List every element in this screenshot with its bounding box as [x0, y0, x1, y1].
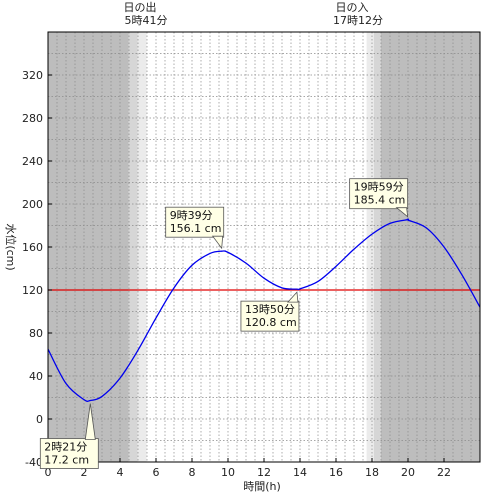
x-tick-label: 16 [329, 466, 343, 479]
callout-value: 156.1 cm [170, 222, 222, 235]
callout-value: 185.4 cm [354, 194, 406, 207]
y-tick-label: 80 [29, 327, 43, 340]
y-tick-label: 240 [22, 155, 43, 168]
twilight-band-morning-2 [137, 32, 147, 462]
grid [48, 32, 480, 462]
y-tick-label: 160 [22, 241, 43, 254]
x-tick-label: 20 [401, 466, 415, 479]
callout-pointer [211, 235, 224, 250]
callout-time: 2時21分 [44, 441, 87, 454]
y-tick-label: 120 [22, 284, 43, 297]
night-band-morning [48, 32, 129, 462]
x-tick-label: 2 [81, 466, 88, 479]
sunset-time: 17時12分 [333, 14, 383, 27]
callout-box [165, 206, 225, 238]
callout-box [349, 178, 409, 210]
x-tick-label: 4 [117, 466, 124, 479]
y-axis-title: 水位(cm) [4, 223, 18, 270]
x-tick-label: 18 [365, 466, 379, 479]
callout-value: 120.8 cm [245, 316, 297, 329]
callout-time: 9時39分 [170, 209, 213, 222]
sunrise-label: 日の出 [124, 0, 157, 14]
x-tick-label: 12 [257, 466, 271, 479]
y-tick-label: 320 [22, 69, 43, 82]
x-tick-label: 14 [293, 466, 307, 479]
x-tick-label: 6 [153, 466, 160, 479]
callout-pointer [84, 403, 96, 440]
y-tick-label: -40 [25, 456, 43, 469]
y-tick-label: 40 [29, 370, 43, 383]
y-tick-label: 280 [22, 112, 43, 125]
callout-time: 19時59分 [354, 181, 404, 194]
callout-value: 17.2 cm [44, 454, 89, 467]
y-tick-label: 200 [22, 198, 43, 211]
x-tick-label: 22 [437, 466, 451, 479]
axis-ticks: 0 2 4 6 8 10 12 14 16 18 20 22-40040801201602002402… [22, 69, 451, 479]
sunset-label: 日の入 [336, 1, 369, 14]
x-tick-label: 8 [189, 466, 196, 479]
sunrise-time: 5時41分 [125, 14, 168, 27]
callout-time: 13時50分 [245, 303, 295, 316]
x-tick-label: 0 [45, 466, 52, 479]
x-axis-title: 時間(h) [243, 480, 281, 493]
y-tick-label: 0 [36, 413, 43, 426]
callout-box [240, 300, 300, 332]
day-band [146, 32, 367, 462]
tide-series-line [47, 218, 481, 402]
callout-box [39, 438, 99, 469]
x-tick-label: 10 [221, 466, 235, 479]
callout-pointer [395, 207, 409, 218]
callout-pointer [287, 291, 299, 303]
